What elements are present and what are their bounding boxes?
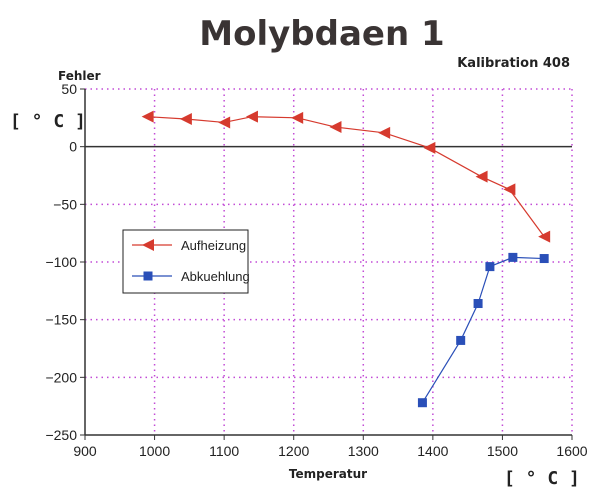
- x-axis-label: Temperatur: [289, 467, 367, 481]
- y-axis-unit: [ ° C ]: [10, 111, 86, 132]
- x-tick-label: 1000: [139, 443, 170, 459]
- legend-label-aufheizung: Aufheizung: [181, 238, 246, 253]
- y-tick-label: 0: [69, 139, 77, 155]
- y-tick-label: −200: [45, 369, 77, 385]
- data-point-aufheizung: [141, 110, 154, 123]
- x-tick-label: 1100: [209, 443, 239, 459]
- data-point-aufheizung: [218, 116, 231, 129]
- y-tick-label: −50: [53, 196, 77, 212]
- data-point-aufheizung: [475, 170, 488, 183]
- grid: [85, 88, 573, 435]
- legend-marker-aufheizung: [142, 239, 154, 251]
- data-point-abkuehlung: [508, 252, 518, 262]
- y-tick-label: −250: [45, 427, 77, 443]
- data-point-abkuehlung: [417, 398, 427, 408]
- data-point-abkuehlung: [539, 254, 549, 264]
- data-point-abkuehlung: [485, 262, 495, 272]
- data-point-abkuehlung: [456, 335, 466, 345]
- data-point-aufheizung: [179, 112, 192, 125]
- x-tick-label: 1400: [417, 443, 448, 459]
- y-tick-label: −150: [45, 312, 77, 328]
- x-tick-label: 900: [73, 443, 97, 459]
- legend-box: [122, 229, 249, 294]
- x-tick-label: 1500: [487, 443, 518, 459]
- data-point-aufheizung: [503, 183, 516, 196]
- data-point-abkuehlung: [473, 299, 483, 309]
- series-layer: [141, 110, 551, 408]
- series-line-abkuehlung: [421, 256, 545, 404]
- legend: Aufheizung Abkuehlung: [122, 229, 250, 294]
- data-point-aufheizung: [329, 121, 342, 134]
- legend-label-abkuehlung: Abkuehlung: [181, 269, 250, 284]
- tick-labels: 900 1000 1100 1200 1300 1400 1500 1600 50 0 −50 −10…: [45, 81, 587, 459]
- data-point-aufheizung: [245, 110, 258, 123]
- axes: [80, 88, 573, 440]
- data-point-aufheizung: [378, 126, 391, 139]
- x-tick-label: 1300: [348, 443, 379, 459]
- chart-title: Molybdaen 1: [199, 14, 444, 54]
- y-axis-label: Fehler: [58, 69, 101, 83]
- x-axis-unit: [ ° C ]: [504, 468, 580, 489]
- x-tick-label: 1200: [278, 443, 309, 459]
- y-tick-label: 50: [61, 81, 77, 97]
- chart-subtitle: Kalibration 408: [457, 56, 570, 71]
- x-tick-label: 1600: [556, 443, 587, 459]
- legend-marker-abkuehlung: [143, 271, 153, 281]
- data-point-aufheizung: [538, 230, 551, 243]
- y-tick-label: −100: [45, 254, 77, 270]
- data-point-aufheizung: [423, 141, 436, 154]
- data-point-aufheizung: [291, 111, 304, 124]
